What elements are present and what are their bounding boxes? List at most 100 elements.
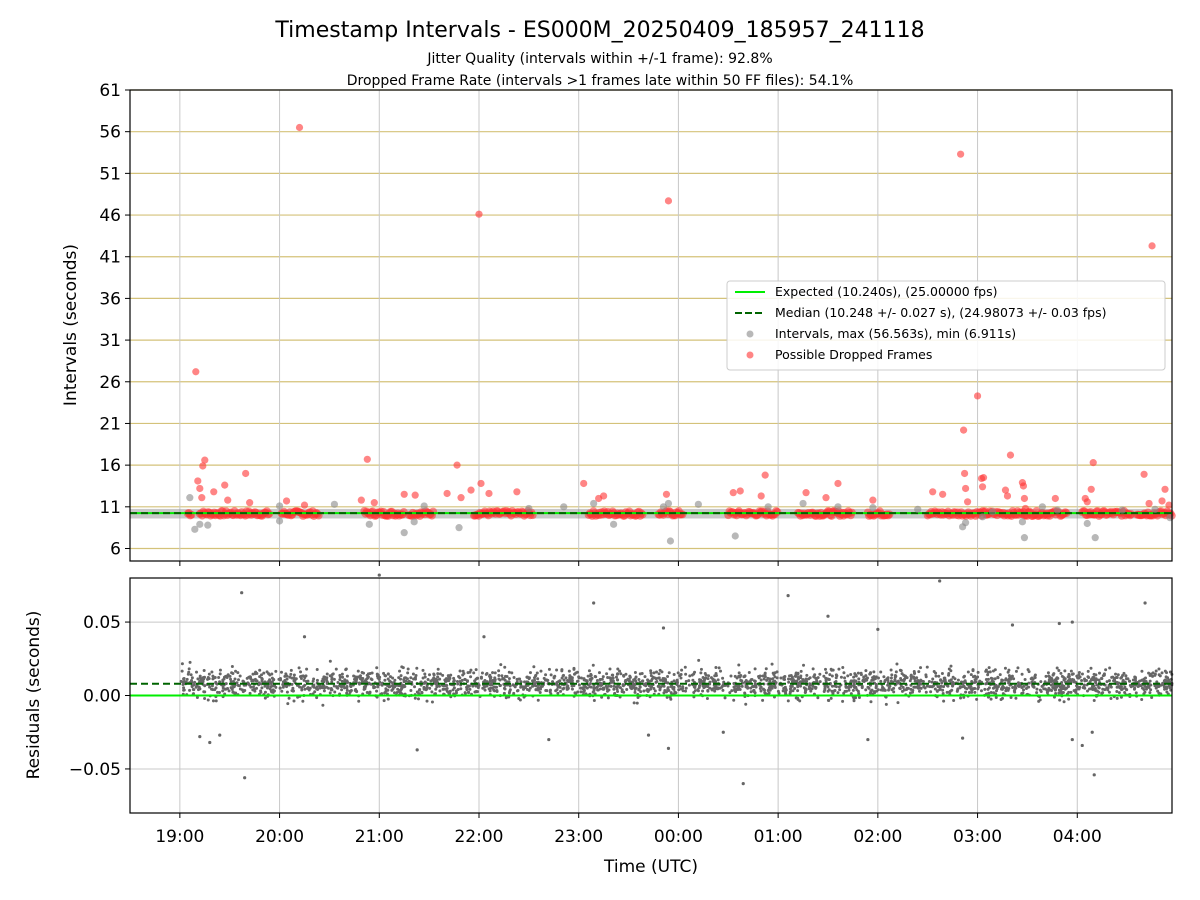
residual-point <box>867 686 871 690</box>
residual-point <box>435 678 439 682</box>
residual-point <box>376 685 380 689</box>
residual-point <box>763 691 767 695</box>
residual-point <box>465 680 469 684</box>
residual-point <box>642 689 646 693</box>
residual-point <box>706 688 710 692</box>
residual-point <box>287 696 291 700</box>
residual-point <box>503 687 507 691</box>
residual-point <box>206 698 210 702</box>
residual-point <box>536 688 540 692</box>
residual-point <box>684 686 688 690</box>
residual-point <box>1168 670 1172 674</box>
residual-point <box>692 672 696 676</box>
residual-point <box>628 680 632 684</box>
residual-point <box>630 685 634 689</box>
residual-point <box>962 695 966 699</box>
residual-point <box>973 686 977 690</box>
residual-point <box>1128 679 1132 683</box>
residual-point <box>285 690 289 694</box>
residual-point <box>301 699 305 703</box>
residual-point <box>230 671 234 675</box>
residual-point <box>1072 678 1076 682</box>
residual-point <box>677 688 681 692</box>
dropped-frame-point <box>457 494 465 502</box>
residual-point <box>935 689 939 693</box>
residual-point <box>1090 684 1094 688</box>
residual-point <box>296 695 300 699</box>
residual-point <box>898 668 902 672</box>
residual-point <box>280 689 284 693</box>
residual-outlier-point <box>198 735 202 739</box>
residual-point <box>387 685 391 689</box>
interval-point <box>694 500 702 508</box>
dropped-frame-point <box>192 368 200 376</box>
residual-point <box>438 689 442 693</box>
residual-point <box>1142 688 1146 692</box>
residual-point <box>292 679 296 683</box>
residual-point <box>1167 678 1171 682</box>
residual-point <box>721 688 725 692</box>
residual-point <box>775 676 779 680</box>
residual-point <box>284 672 288 676</box>
residual-point <box>669 691 673 695</box>
residual-point <box>1148 679 1152 683</box>
residual-point <box>650 677 654 681</box>
residual-point <box>421 676 425 680</box>
residual-point <box>446 674 450 678</box>
dropped-frame-point <box>929 488 937 496</box>
residual-point <box>378 680 382 684</box>
residual-point <box>616 667 620 671</box>
interval-point <box>834 503 842 511</box>
dropped-frame-point <box>224 496 232 504</box>
residual-point <box>699 667 703 671</box>
residual-point <box>1051 686 1055 690</box>
residual-point <box>1087 687 1091 691</box>
residual-point <box>669 684 673 688</box>
dropped-frame-point <box>869 496 877 504</box>
residual-point <box>717 666 721 670</box>
interval-point <box>978 513 987 521</box>
interval-point <box>610 520 618 528</box>
residual-point <box>298 685 302 689</box>
residual-point <box>698 678 702 682</box>
residual-point <box>989 697 993 701</box>
residual-point <box>572 672 576 676</box>
legend-expected-label: Expected (10.240s), (25.00000 fps) <box>775 284 997 299</box>
residual-point <box>579 686 583 690</box>
residual-point <box>809 689 813 693</box>
residual-point <box>1106 686 1110 690</box>
residual-point <box>797 681 801 685</box>
residual-point <box>589 681 593 685</box>
residual-point <box>1091 677 1095 681</box>
residual-point <box>737 663 741 667</box>
residual-point <box>605 687 609 691</box>
residual-point <box>1098 671 1102 675</box>
residual-point <box>510 671 514 675</box>
residual-point <box>638 684 642 688</box>
residual-point <box>732 698 736 702</box>
residual-point <box>959 696 963 700</box>
residual-point <box>934 671 938 675</box>
residual-point <box>1007 668 1011 672</box>
residual-point <box>474 677 478 681</box>
x-tick-label: 19:00 <box>155 827 204 847</box>
residual-point <box>716 678 720 682</box>
dropped-frame-point <box>1089 459 1097 467</box>
residual-point <box>481 686 485 690</box>
residual-point <box>1121 678 1125 682</box>
residual-point <box>519 680 523 684</box>
intervals-plot-frame <box>129 89 1173 562</box>
residuals-y-tick-label: −0.05 <box>69 760 121 780</box>
residual-point <box>260 676 264 680</box>
residual-point <box>758 687 762 691</box>
residual-point <box>188 660 192 664</box>
residual-point <box>303 683 307 687</box>
residual-point <box>336 680 340 684</box>
residual-point <box>799 674 803 678</box>
residual-point <box>268 687 272 691</box>
residual-point <box>189 673 193 677</box>
residual-point <box>1137 684 1141 688</box>
residual-point <box>558 679 562 683</box>
residual-point <box>822 690 826 694</box>
residual-point <box>1102 672 1106 676</box>
